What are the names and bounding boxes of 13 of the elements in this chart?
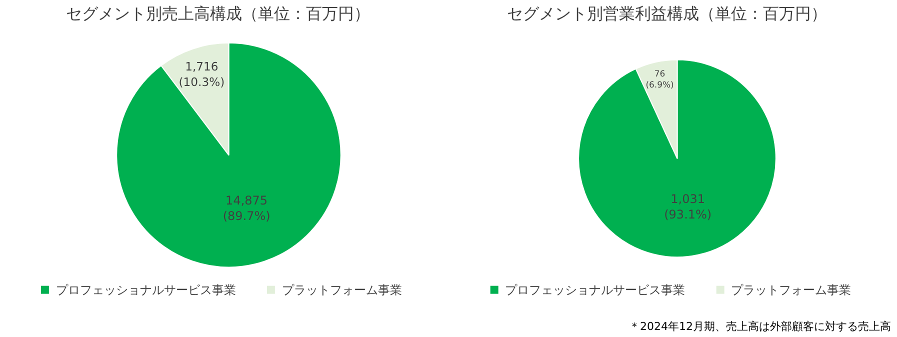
legend-label: プロフェッショナルサービス事業 [56, 283, 236, 297]
legend-label: プロフェッショナルサービス事業 [505, 283, 685, 297]
pie-slice [578, 59, 776, 258]
text: ＊2024年12月期、売上高は外部顧客に対する売上高 [629, 320, 891, 333]
legend-label: プラットフォーム事業 [731, 283, 851, 297]
data-label: 14,875 (89.7%) [222, 193, 270, 223]
legend-label: プラットフォーム事業 [282, 283, 402, 297]
chart-title: セグメント別営業利益構成（単位：百万円） [507, 4, 827, 23]
chart-title: セグメント別売上高構成（単位：百万円） [66, 4, 370, 23]
pie-slice [116, 42, 342, 268]
data-label: 1,716 (10.3%) [178, 60, 225, 89]
data-label: 1,031 (93.1%) [664, 192, 712, 222]
data-label: 76 (6.9%) [646, 68, 674, 90]
